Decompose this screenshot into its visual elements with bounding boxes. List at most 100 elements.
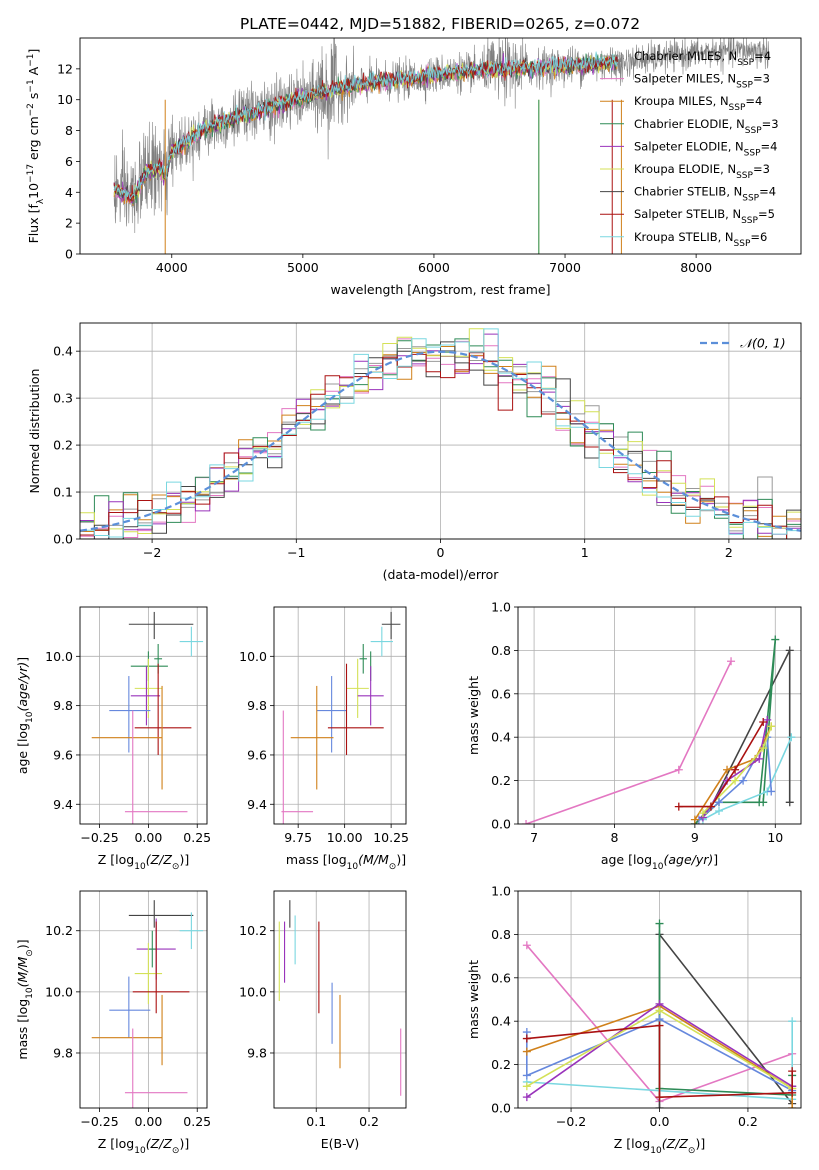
weight-marker (731, 776, 740, 785)
weight-marker (674, 802, 683, 811)
label-part: =4 (754, 49, 771, 63)
x-tick-label: 7000 (549, 260, 581, 275)
x-axis-label: Z [log10(Z/Z⊙)] (98, 852, 189, 872)
x-tick-label: 10 (767, 830, 783, 845)
label-part: 10 (25, 711, 35, 723)
x-tick-label: 0.25 (183, 830, 211, 845)
axes-weight_vs_Z: −0.2 0.0 0.2 0.0 0.2 0.4 0.6 0.8 1.0 mass weight Z… (466, 884, 802, 1156)
label-part: Chabrier MILES, N (634, 49, 737, 63)
y-tick-label: 0.4 (53, 344, 73, 359)
label-part: (age/yr) (663, 852, 713, 867)
x-tick-label: −0.25 (80, 1114, 118, 1129)
weight-marker (522, 1034, 531, 1043)
x-axis-label: Z [log10(Z/Z⊙)] (614, 1136, 705, 1156)
label-part: =3 (753, 72, 770, 86)
y-tick-label: 0.6 (491, 686, 511, 701)
y-tick-label: 0.3 (53, 391, 73, 406)
axes-frame (273, 606, 407, 825)
label-part: Salpeter ELODIE, N (634, 139, 744, 153)
label-part: (M/M (15, 957, 30, 988)
label-part: −2 (26, 103, 36, 116)
y-axis-label: mass [log10(M/M⊙)] (15, 939, 35, 1059)
label-part: SSP (741, 216, 758, 226)
x-tick-label: 2 (725, 545, 733, 560)
label-part: ] (15, 657, 30, 662)
x-tick-label: 0.00 (134, 1114, 162, 1129)
label-part: =4 (761, 139, 778, 153)
axes-mass_vs_ebv: 0.1 0.2 9.8 10.0 10.2 E(B-V) (239, 890, 407, 1151)
y-tick-label: 10.0 (239, 649, 267, 664)
y-tick-label: 10.0 (45, 984, 73, 999)
plot-area-age_vs_mass (281, 611, 401, 824)
label-part: (Z/Z (662, 1136, 689, 1151)
y-tick-label: 0.2 (491, 1057, 511, 1072)
label-part: (Z/Z (146, 852, 173, 867)
label-part: (Z/Z (146, 1136, 173, 1151)
histogram-step (80, 328, 801, 538)
weight-marker (655, 1021, 664, 1030)
spectrum-data-line (113, 38, 623, 234)
label-part: ] (26, 49, 41, 54)
weight-marker (522, 1047, 531, 1056)
label-part: mass [log (286, 852, 347, 867)
axes-weight_vs_age: 7 8 9 10 0.0 0.2 0.4 0.6 0.8 1.0 mass weight age [l… (466, 600, 802, 872)
label-part: )] (179, 1136, 189, 1151)
plot-area-age_vs_Z (91, 611, 204, 824)
label-part: λ (36, 198, 46, 204)
plot-area-weight_vs_age (522, 635, 796, 824)
weight-marker (655, 1093, 664, 1102)
figure-title: PLATE=0442, MJD=51882, FIBERID=0265, z=0… (240, 15, 640, 33)
axes-frame (79, 606, 208, 825)
weight-marker (731, 765, 740, 774)
label-part: =3 (753, 162, 770, 176)
axes-mass_vs_Z: −0.25 0.00 0.259.810.010.2Z [log10(Z/Z⊙)]m… (15, 890, 211, 1156)
label-part: SSP (745, 126, 762, 136)
label-part: ⊙ (688, 1146, 696, 1156)
weight-marker (522, 1082, 531, 1091)
axes-frame (79, 890, 208, 1109)
weight-marker (788, 1067, 797, 1076)
y-tick-label: 0.6 (491, 970, 511, 985)
label-part: Z [log (98, 852, 134, 867)
weight-marker (522, 1071, 531, 1080)
y-tick-label: 6 (65, 154, 73, 169)
x-tick-label: 0.2 (738, 1114, 758, 1129)
label-part: SSP (744, 148, 761, 158)
x-tick-label: 8000 (680, 260, 712, 275)
x-tick-label: 10.00 (327, 830, 363, 845)
weight-marker (788, 1104, 797, 1108)
weight-marker (522, 1093, 531, 1102)
legend-entry: Chabrier MILES, NSSP=4 (634, 49, 771, 68)
label-part: Chabrier ELODIE, N (634, 117, 745, 131)
y-tick-label: 0.4 (491, 1014, 511, 1029)
x-tick-label: 0.25 (183, 1114, 211, 1129)
weight-marker (674, 765, 683, 774)
weight-marker (788, 1088, 797, 1097)
axes-spectrum: 4000 5000 6000 7000 8000 0 2 4 6 8 10 12 wavelength … (26, 37, 802, 297)
label-part: Salpeter STELIB, N (634, 207, 741, 221)
label-part: ⊙ (172, 1146, 180, 1156)
y-tick-label: 9.8 (247, 698, 267, 713)
weight-line (526, 1005, 793, 1108)
weight-line (658, 923, 793, 1096)
y-tick-label: 0.8 (491, 643, 511, 658)
histogram-step (80, 341, 801, 539)
legend-entry: 𝒩(0, 1) (740, 336, 786, 351)
label-part: ⊙ (389, 862, 397, 872)
weight-line (702, 719, 768, 818)
label-part: Kroupa ELODIE, N (634, 162, 736, 176)
x-tick-label: 0.0 (650, 1114, 670, 1129)
label-part: (M/M (358, 852, 389, 867)
weight-marker (522, 941, 531, 950)
y-tick-label: 0 (65, 247, 73, 262)
label-part: Z [log (98, 1136, 134, 1151)
label-part: 10 (25, 987, 35, 999)
label-part: Kroupa STELIB, N (634, 230, 734, 244)
weight-line (678, 721, 764, 808)
axes-age_vs_Z: −0.25 0.00 0.259.49.69.810.0Z [log10(Z/Z⊙)… (15, 606, 211, 872)
weight-line (694, 639, 777, 824)
y-tick-label: 0.8 (491, 927, 511, 942)
label-part: −17 (26, 164, 36, 183)
label-part: Z [log (614, 1136, 650, 1151)
